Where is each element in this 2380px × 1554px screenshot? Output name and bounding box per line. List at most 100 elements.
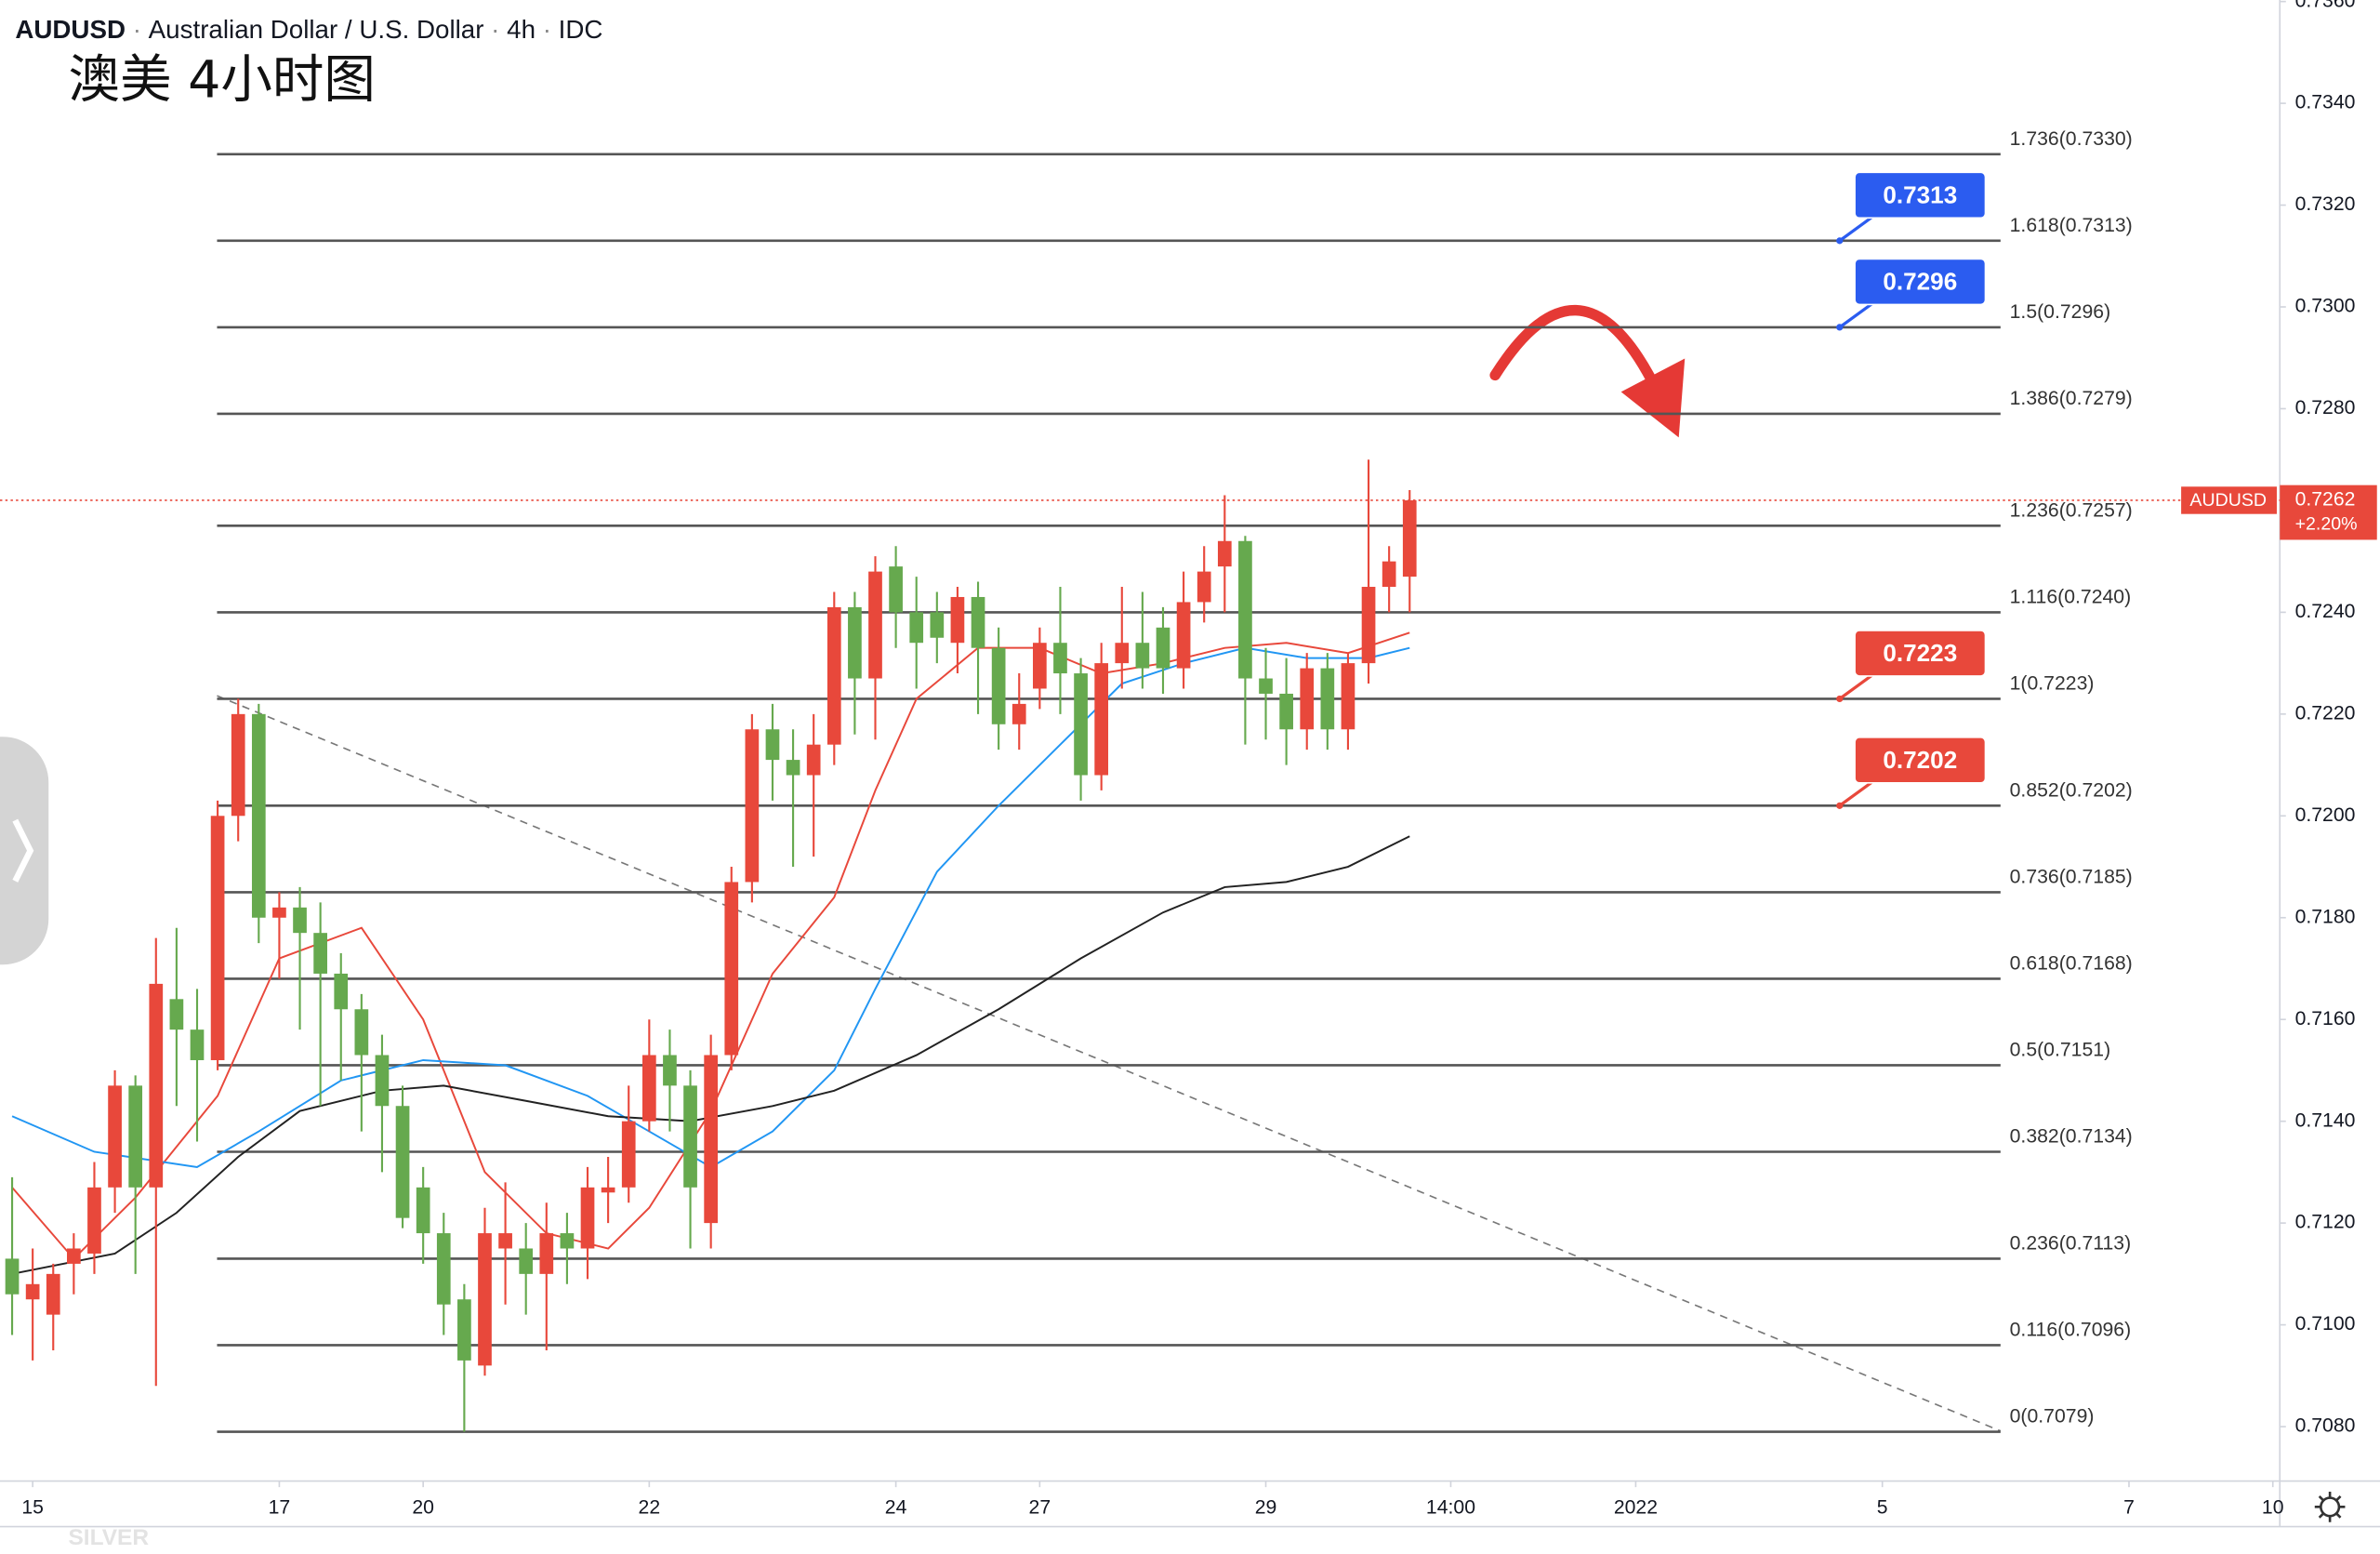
candle-body <box>786 760 800 776</box>
settings-button[interactable] <box>2314 1492 2346 1522</box>
last-price-label: 0.7262 <box>2295 489 2356 511</box>
candle-body <box>457 1299 471 1361</box>
fib-level-label: 1.5(0.7296) <box>2010 301 2111 323</box>
x-tick-label: 7 <box>2123 1497 2135 1519</box>
fib-level-label: 1.386(0.7279) <box>2010 388 2133 409</box>
price-tag: 0.7202 <box>1836 737 1987 809</box>
price-tag: 0.7313 <box>1836 171 1987 245</box>
x-tick-label: 2022 <box>1614 1497 1658 1519</box>
fib-level-label: 0(0.7079) <box>2010 1406 2095 1428</box>
candle-body <box>641 1055 656 1122</box>
instrument-name: Australian Dollar / U.S. Dollar <box>149 15 484 44</box>
y-tick-label: 0.7200 <box>2295 804 2356 826</box>
candle-body <box>1156 627 1170 669</box>
candle-body <box>334 973 349 1010</box>
candle-body <box>436 1233 451 1305</box>
candle-body <box>1279 693 1293 730</box>
candle-body <box>354 1009 369 1056</box>
candle-body <box>87 1187 101 1254</box>
curved-arrow <box>1489 305 1658 386</box>
candle-body <box>1135 643 1150 669</box>
x-tick-label: 22 <box>639 1497 661 1519</box>
price-tag-anchor <box>1836 324 1844 331</box>
side-toggle[interactable] <box>0 737 49 965</box>
y-tick-label: 0.7220 <box>2295 702 2356 724</box>
fib-level-label: 0.5(0.7151) <box>2010 1040 2111 1061</box>
candle-body <box>231 713 245 817</box>
candle-body <box>1033 643 1047 689</box>
last-price-box <box>2280 485 2377 540</box>
y-tick-label: 0.7120 <box>2295 1212 2356 1233</box>
price-tag-box <box>1854 630 1987 677</box>
candle-body <box>108 1085 122 1188</box>
y-tick-label: 0.7300 <box>2295 296 2356 317</box>
y-tick-label: 0.7180 <box>2295 906 2356 927</box>
candle-body <box>826 606 841 745</box>
y-tick-label: 0.7360 <box>2295 0 2356 11</box>
price-tag-label: 0.7296 <box>1883 267 1957 295</box>
candle-body <box>950 596 965 644</box>
candle-body <box>539 1233 554 1274</box>
candle-body <box>580 1187 595 1249</box>
x-tick-label: 15 <box>21 1497 44 1519</box>
y-tick-label: 0.7280 <box>2295 397 2356 418</box>
candle-body <box>1074 673 1088 776</box>
candle-body <box>909 612 924 644</box>
x-tick-label: 27 <box>1029 1497 1051 1519</box>
candle-body <box>1115 643 1130 664</box>
fib-level-label: 1.736(0.7330) <box>2010 128 2133 150</box>
fib-level-label: 0.852(0.7202) <box>2010 780 2133 802</box>
x-tick-label: 29 <box>1255 1497 1277 1519</box>
candle-body <box>210 816 225 1060</box>
price-tag-box <box>1854 737 1987 784</box>
chart-header: AUDUSD · Australian Dollar / U.S. Dollar… <box>15 15 602 44</box>
last-change-label: +2.20% <box>2295 513 2358 534</box>
candle-body <box>663 1055 677 1086</box>
fib-level-label: 1.116(0.7240) <box>2010 587 2132 608</box>
candle-body <box>765 729 780 761</box>
price-tag-label: 0.7313 <box>1883 180 1957 208</box>
price-tag-anchor <box>1836 802 1844 809</box>
price-tag-box <box>1854 258 1987 306</box>
candle-body <box>1341 663 1355 730</box>
fib-level-label: 0.116(0.7096) <box>2010 1320 2132 1341</box>
y-tick-label: 0.7140 <box>2295 1109 2356 1131</box>
watermark: SILVER <box>68 1525 149 1550</box>
fib-level-label: 0.236(0.7113) <box>2010 1233 2132 1255</box>
candle-body <box>149 983 164 1188</box>
price-tag-pointer <box>1838 672 1874 700</box>
candle-body <box>683 1085 697 1188</box>
price-tag-label: 0.7202 <box>1883 746 1957 774</box>
candle-body <box>25 1283 40 1300</box>
interval: 4h <box>507 15 536 44</box>
price-tag-anchor <box>1836 237 1844 245</box>
fib-level-label: 1.618(0.7313) <box>2010 215 2133 236</box>
fib-level-label: 1(0.7223) <box>2010 673 2095 695</box>
candle-body <box>1259 678 1273 694</box>
candle-body <box>1053 643 1067 674</box>
candle-body <box>868 571 882 679</box>
candle-body <box>1197 571 1211 603</box>
price-tag-anchor <box>1836 695 1844 703</box>
candle-body <box>1361 587 1376 664</box>
candle-body <box>704 1055 719 1224</box>
chevron[interactable] <box>12 818 34 883</box>
candle-body <box>293 907 307 934</box>
fib-level-label: 0.736(0.7185) <box>2010 867 2133 888</box>
price-tag-pointer <box>1838 301 1874 329</box>
candle-body <box>889 566 903 613</box>
trend-line <box>217 695 2002 1432</box>
candle-body <box>971 596 985 648</box>
price-tag-label: 0.7223 <box>1883 639 1957 667</box>
candle-body <box>128 1085 143 1188</box>
side-toggle-bg[interactable] <box>0 737 49 965</box>
candle-body <box>806 744 821 776</box>
candle-body <box>67 1248 81 1264</box>
y-tick-label: 0.7080 <box>2295 1415 2356 1437</box>
y-tick-label: 0.7100 <box>2295 1313 2356 1335</box>
candle-body <box>46 1273 60 1315</box>
candle-body <box>601 1187 615 1193</box>
candle-body <box>724 882 739 1056</box>
fib-level-label: 0.382(0.7134) <box>2010 1126 2133 1148</box>
